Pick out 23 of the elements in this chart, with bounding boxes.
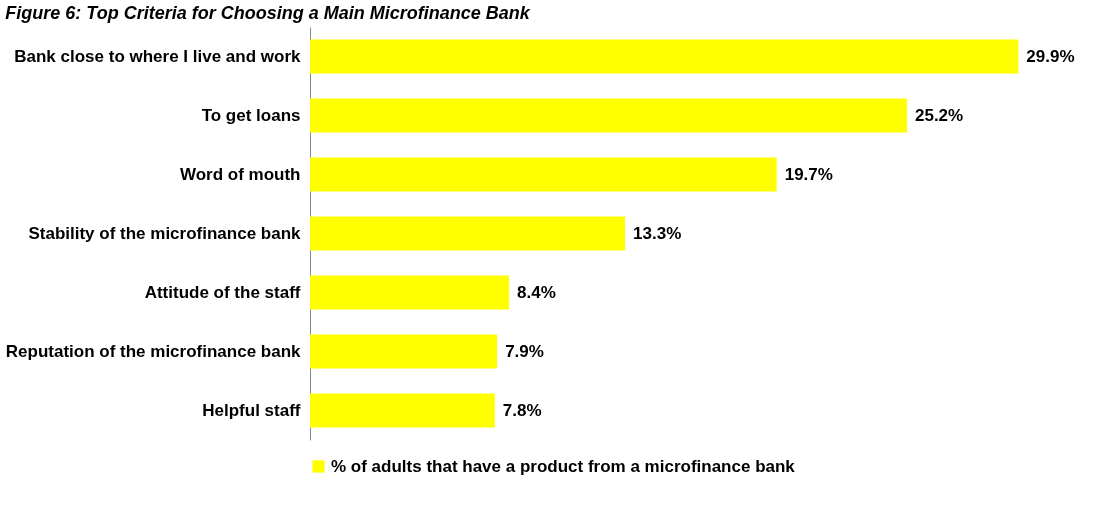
y-tick-label: Word of mouth	[179, 164, 301, 184]
data-label: 7.9%	[505, 341, 544, 361]
data-label: 13.3%	[633, 223, 682, 243]
data-label: 29.9%	[1026, 46, 1075, 66]
data-label: 25.2%	[914, 105, 964, 125]
legend-label: % of adults that have a product from a microfinance bank	[331, 456, 796, 476]
chart-title: Figure 6: Top Criteria for Choosing a Main Microfinance Bank	[5, 3, 531, 23]
bar	[310, 157, 777, 192]
bar	[310, 98, 907, 133]
y-tick-label: Reputation of the microfinance bank	[5, 341, 302, 361]
bar	[310, 216, 626, 251]
y-tick-label: Bank close to where I live and work	[14, 46, 302, 66]
bar	[310, 39, 1019, 74]
data-label: 8.4%	[517, 282, 556, 302]
y-tick-label: Helpful staff	[202, 400, 301, 420]
bar	[310, 393, 495, 428]
data-label: 7.8%	[502, 400, 542, 420]
bar	[310, 334, 498, 369]
bar	[310, 275, 509, 310]
y-tick-label: Attitude of the staff	[144, 282, 301, 302]
y-tick-label: To get loans	[201, 105, 301, 125]
data-label: 19.7%	[784, 164, 833, 184]
y-tick-label: Stability of the microfinance bank	[28, 223, 302, 243]
